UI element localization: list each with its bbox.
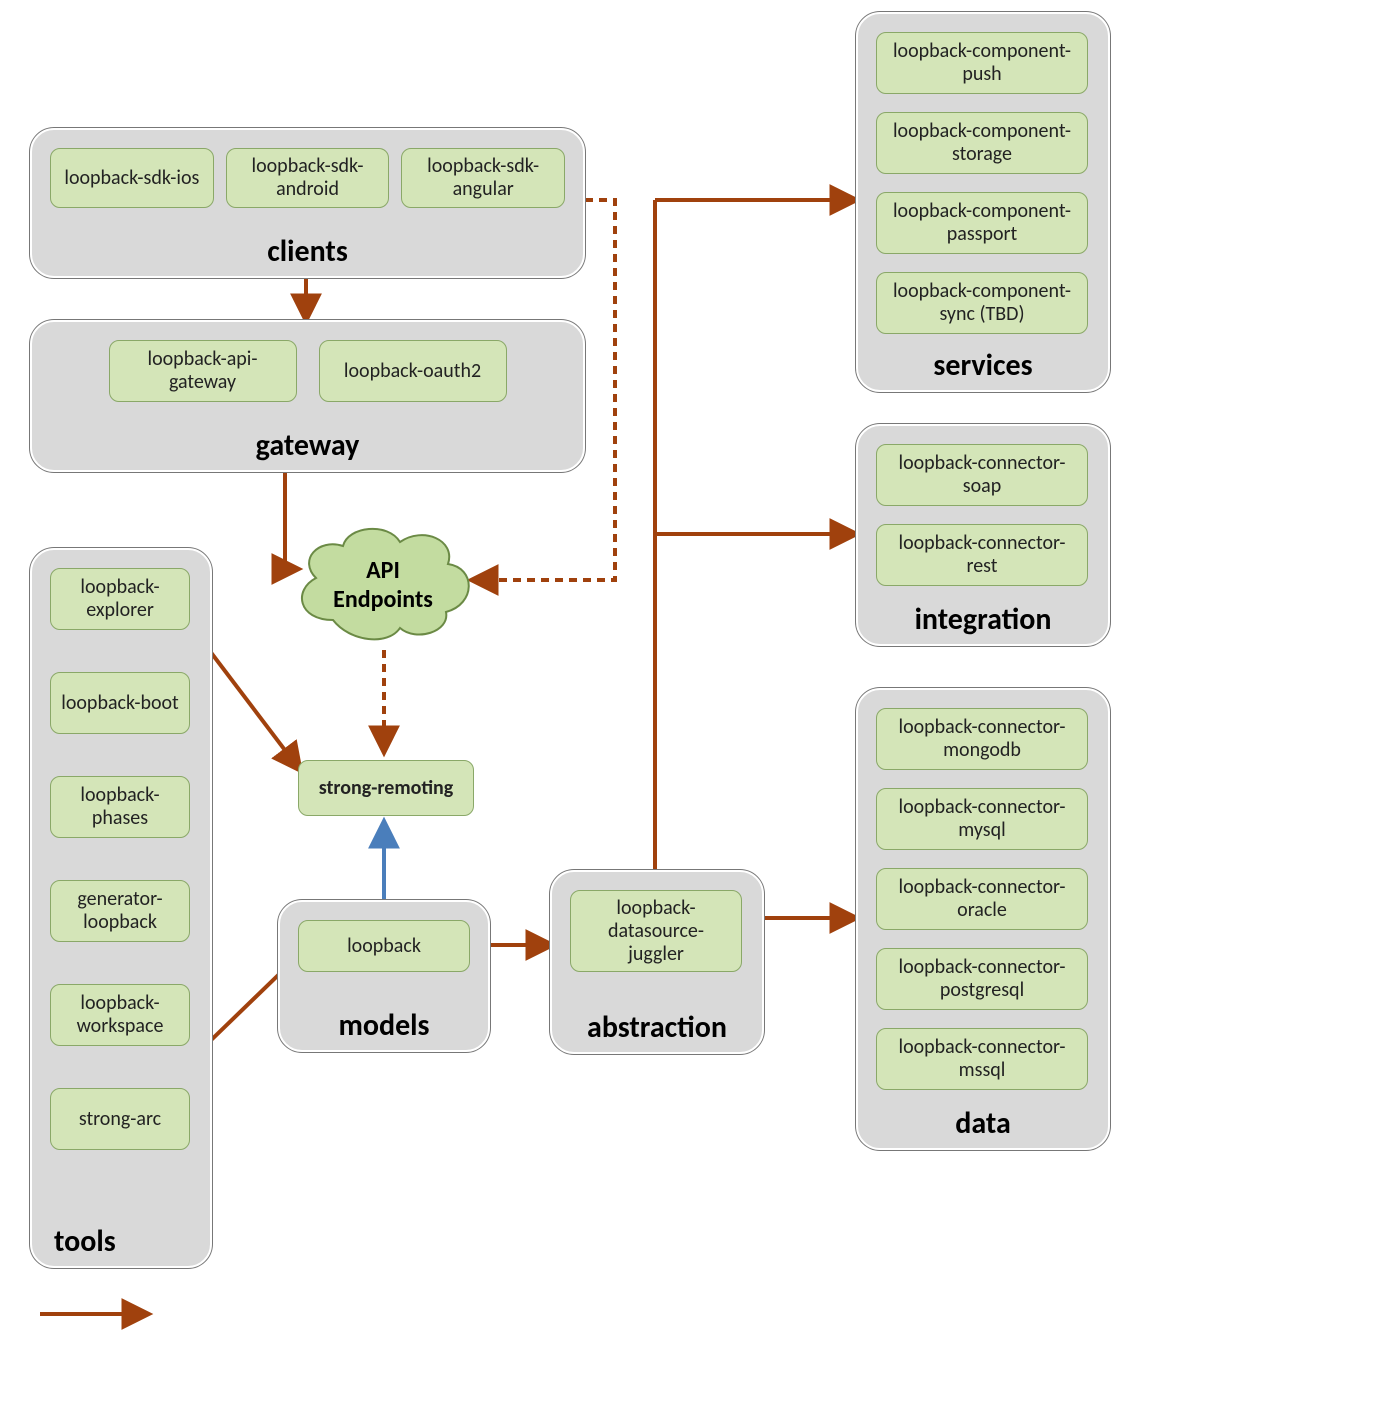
- group-title-models: models: [280, 1007, 488, 1044]
- node-loopback-datasource-juggler: loopback-datasource-juggler: [570, 890, 742, 972]
- node-loopback-sdk-angular: loopback-sdk-angular: [401, 148, 565, 208]
- node-strong-arc: strong-arc: [50, 1088, 190, 1150]
- node-loopback-api-gateway: loopback-api-gateway: [109, 340, 297, 402]
- group-title-clients: clients: [32, 233, 583, 270]
- group-title-gateway: gateway: [32, 427, 583, 464]
- group-gateway: loopback-api-gateway loopback-oauth2 gat…: [30, 320, 585, 472]
- group-data: loopback-connector-mongodb loopback-conn…: [856, 688, 1110, 1150]
- node-loopback-connector-mongodb: loopback-connector-mongodb: [876, 708, 1088, 770]
- node-generator-loopback: generator-loopback: [50, 880, 190, 942]
- node-loopback-connector-soap: loopback-connector-soap: [876, 444, 1088, 506]
- node-strong-remoting: strong-remoting: [298, 760, 474, 816]
- cloud-label: API Endpoints: [323, 556, 443, 614]
- node-loopback-component-push: loopback-component-push: [876, 32, 1088, 94]
- node-loopback-boot: loopback-boot: [50, 672, 190, 734]
- group-title-services: services: [858, 347, 1108, 384]
- node-api-endpoints-cloud: API Endpoints: [288, 520, 478, 650]
- node-loopback-component-sync: loopback-component-sync (TBD): [876, 272, 1088, 334]
- node-loopback-connector-oracle: loopback-connector-oracle: [876, 868, 1088, 930]
- node-loopback-workspace: loopback-workspace: [50, 984, 190, 1046]
- node-loopback-component-passport: loopback-component-passport: [876, 192, 1088, 254]
- group-title-tools: tools: [32, 1223, 210, 1260]
- node-loopback-connector-rest: loopback-connector-rest: [876, 524, 1088, 586]
- group-title-data: data: [858, 1105, 1108, 1142]
- node-loopback-connector-mssql: loopback-connector-mssql: [876, 1028, 1088, 1090]
- group-services: loopback-component-push loopback-compone…: [856, 12, 1110, 392]
- node-loopback-connector-mysql: loopback-connector-mysql: [876, 788, 1088, 850]
- node-loopback-oauth2: loopback-oauth2: [319, 340, 507, 402]
- node-loopback-component-storage: loopback-component-storage: [876, 112, 1088, 174]
- group-tools: loopback-explorer loopback-boot loopback…: [30, 548, 212, 1268]
- group-clients: loopback-sdk-ios loopback-sdk-android lo…: [30, 128, 585, 278]
- group-models: loopback models: [278, 900, 490, 1052]
- group-title-integration: integration: [858, 601, 1108, 638]
- group-abstraction: loopback-datasource-juggler abstraction: [550, 870, 764, 1054]
- node-loopback-explorer: loopback-explorer: [50, 568, 190, 630]
- node-loopback-connector-postgresql: loopback-connector-postgresql: [876, 948, 1088, 1010]
- node-loopback: loopback: [298, 920, 470, 972]
- group-integration: loopback-connector-soap loopback-connect…: [856, 424, 1110, 646]
- node-loopback-sdk-android: loopback-sdk-android: [226, 148, 390, 208]
- node-loopback-phases: loopback-phases: [50, 776, 190, 838]
- node-loopback-sdk-ios: loopback-sdk-ios: [50, 148, 214, 208]
- group-title-abstraction: abstraction: [552, 1009, 762, 1046]
